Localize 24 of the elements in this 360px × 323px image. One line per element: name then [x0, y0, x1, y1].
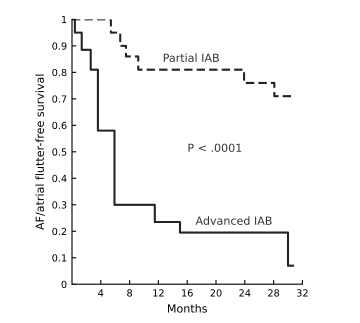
y-tick-label: 0.7 [52, 95, 66, 103]
y-tick-label: 0.4 [52, 174, 67, 182]
y-tick-label: 0.6 [52, 122, 67, 130]
x-tick-label: 32 [296, 289, 308, 297]
x-axis-title: Months [168, 304, 207, 313]
x-tick-label: 16 [182, 289, 193, 297]
x-tick-label: 28 [268, 289, 280, 297]
y-tick-label: 0.1 [52, 254, 66, 262]
series-label: Partial IAB [164, 53, 219, 62]
y-axis-title: AF/atrial flutter-free survival [35, 74, 45, 230]
x-tick-label: 12 [153, 289, 164, 296]
y-tick-label: 0.3 [52, 201, 66, 209]
y-tick-label: 0.2 [52, 228, 66, 236]
x-tick-label: 8 [127, 289, 132, 297]
y-tick-label: 0.8 [52, 68, 66, 76]
x-tick-label: 24 [239, 289, 250, 296]
y-tick-label: 0.5 [52, 148, 66, 156]
y-tick-label: 0 [62, 280, 66, 288]
annotation: P < .0001 [188, 144, 242, 152]
x-tick-label: 20 [210, 289, 222, 297]
x-tick-label: 4 [98, 289, 104, 296]
y-tick-label: 1 [62, 16, 66, 24]
series-label: Advanced IAB [196, 216, 272, 225]
y-tick-label: 0.9 [52, 42, 66, 50]
